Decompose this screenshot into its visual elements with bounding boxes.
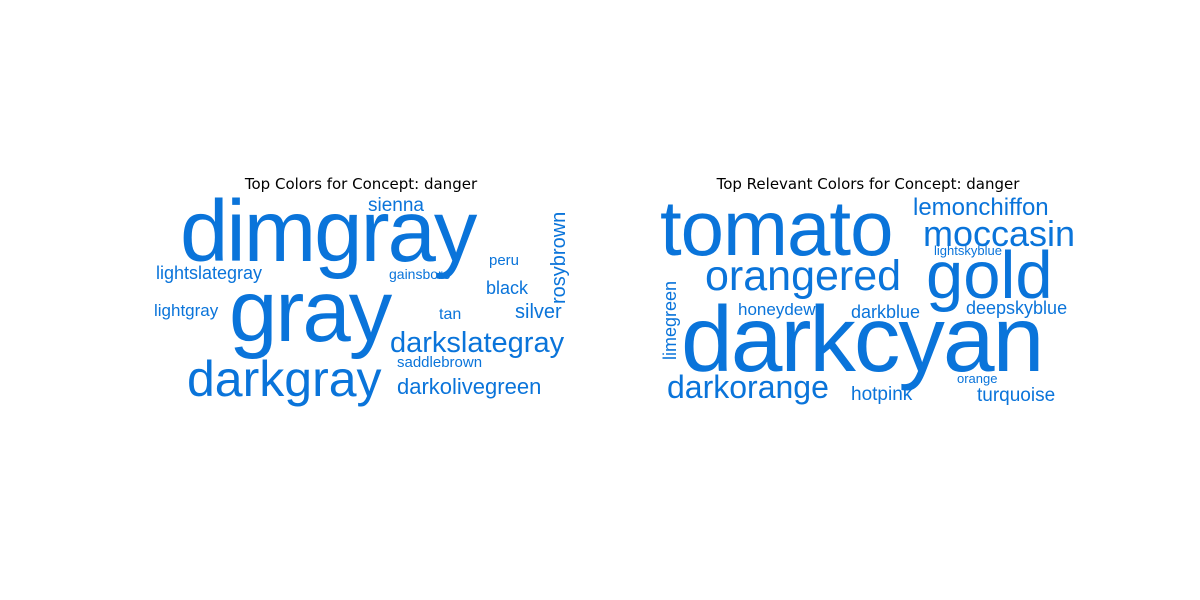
word-orange: orange (957, 371, 998, 386)
word-peru: peru (489, 252, 520, 269)
word-saddlebrown: saddlebrown (397, 354, 483, 371)
word-darkslategray: darkslategray (390, 327, 565, 359)
word-black: black (486, 278, 529, 298)
word-limegreen: limegreen (660, 280, 680, 360)
word-gray: gray (229, 263, 392, 360)
word-lemonchiffon: lemonchiffon (913, 194, 1049, 221)
word-moccasin: moccasin (923, 213, 1076, 254)
word-orangered: orangered (705, 252, 902, 300)
panel-title-right: Top Relevant Colors for Concept: danger (716, 175, 1020, 193)
word-darkblue: darkblue (851, 302, 921, 322)
word-lightgray: lightgray (154, 301, 219, 320)
word-deepskyblue: deepskyblue (966, 298, 1068, 318)
word-darkcyan: darkcyan (681, 287, 1044, 391)
word-tomato: tomato (660, 184, 893, 272)
word-darkolivegreen: darkolivegreen (397, 374, 542, 399)
word-tan: tan (439, 306, 462, 323)
word-darkorange: darkorange (667, 369, 829, 405)
word-gainsboro: gainsboro (389, 266, 451, 282)
word-sienna: sienna (368, 195, 424, 216)
word-lightslategray: lightslategray (156, 263, 263, 283)
word-hotpink: hotpink (851, 384, 913, 405)
word-turquoise: turquoise (977, 385, 1056, 406)
word-darkgray: darkgray (187, 351, 382, 407)
panel-title-left: Top Colors for Concept: danger (244, 175, 478, 193)
word-rosybrown: rosybrown (548, 211, 570, 304)
word-silver: silver (515, 301, 562, 323)
word-gold: gold (926, 238, 1053, 313)
word-honeydew: honeydew (738, 300, 816, 319)
word-lightskyblue: lightskyblue (934, 243, 1002, 258)
word-dimgray: dimgray (180, 183, 477, 280)
